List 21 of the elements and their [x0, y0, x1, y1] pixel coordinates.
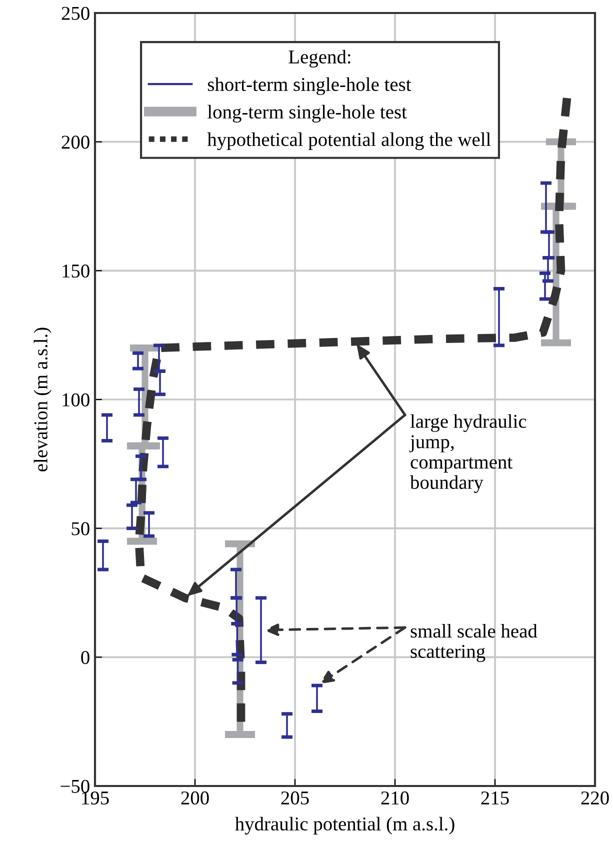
- legend-title: Legend:: [288, 50, 350, 68]
- x-tick-label: 220: [581, 791, 609, 805]
- x-tick-label: 195: [82, 791, 109, 805]
- y-tick-label: 100: [62, 393, 90, 406]
- x-tick-label: 205: [281, 791, 309, 805]
- y-tick-label: 200: [62, 136, 90, 149]
- legend-label: hypothetical potential along the well: [207, 132, 491, 150]
- x-axis-title: hydraulic potential (m a.s.l.): [235, 816, 454, 835]
- x-tick-label: 210: [381, 791, 409, 805]
- y-tick-label: 250: [62, 6, 90, 20]
- annotation: small scale head scattering: [410, 624, 538, 662]
- y-tick-label: 0: [81, 650, 90, 664]
- legend-label: long-term single-hole test: [208, 104, 407, 123]
- y-axis-title: elevation (m a.s.l.): [34, 328, 52, 472]
- x-tick-label: 200: [181, 791, 209, 805]
- y-tick-label: −50: [60, 780, 90, 793]
- y-tick-label: 150: [62, 264, 90, 278]
- legend-label: short-term single-hole test: [208, 77, 412, 96]
- annotation: large hydraulic jump, compartment boundary: [409, 414, 526, 493]
- x-tick-label: 215: [481, 791, 509, 805]
- y-tick-label: 50: [72, 522, 90, 536]
